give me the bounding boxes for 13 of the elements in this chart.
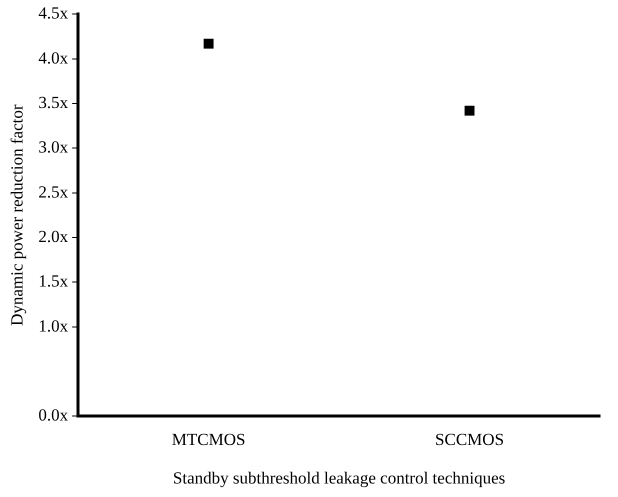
y-tick-label: 0.0x [38,406,69,425]
y-tick-label: 4.0x [38,48,69,68]
y-tick-label: 2.0x [38,227,69,246]
y-tick-label: 3.5x [38,93,69,112]
y-tick-label: 3.0x [38,138,69,157]
y-tick-label: 4.5x [38,4,69,23]
x-axis-title: Standby subthreshold leakage control techniques [172,468,506,488]
y-axis-title: Dynamic power reduction factor [8,104,27,326]
y-tick-label: 1.5x [38,272,69,291]
x-tick-label: SCCMOS [435,430,504,449]
x-tick-label: MTCMOS [172,430,246,449]
y-tick-label: 2.5x [38,182,69,202]
y-tick-label: 1.0x [38,316,69,336]
